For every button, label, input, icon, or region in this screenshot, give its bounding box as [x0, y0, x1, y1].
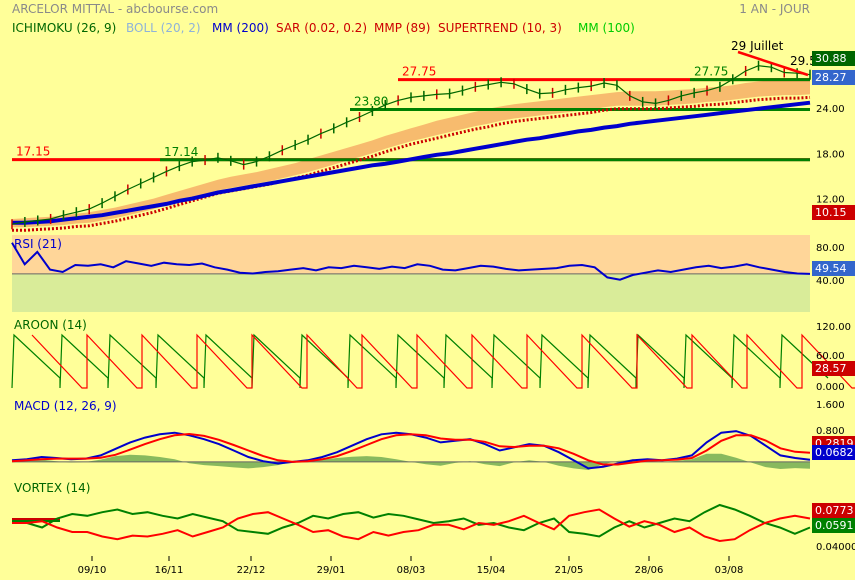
vortex-panel: VORTEX (14) 0.04000 0.0773 0.0591 — [12, 481, 855, 553]
macd-value-badge-bg — [812, 445, 855, 460]
vi-minus-line — [12, 508, 811, 543]
trend-line — [737, 50, 809, 77]
legend-item: MMP (89) — [374, 21, 430, 35]
level-label: 17.15 — [16, 145, 50, 159]
annotation-label: 29 Juillet — [731, 39, 784, 53]
rsi-value-badge-bg — [812, 261, 855, 276]
price-line — [11, 65, 811, 225]
macd-signal-line — [11, 432, 811, 466]
level-label: 27.75 — [402, 65, 436, 79]
annotation-value: 29.5 — [790, 54, 817, 68]
rsi-y-tick: 40.00 — [816, 276, 845, 287]
aroon-title: AROON (14) — [14, 318, 87, 332]
rsi-value-badge: 49.54 — [815, 262, 847, 275]
vortex-y-tick: 0.04000 — [816, 542, 855, 553]
price-y-tick: 18.00 — [816, 149, 845, 160]
rsi-line — [11, 242, 811, 281]
aroon-y-tick: 0.000 — [816, 382, 845, 393]
x-tick-label: 03/08 — [715, 565, 744, 576]
legend-item: MM (100) — [578, 21, 635, 35]
rsi-oversold-zone — [12, 273, 810, 312]
price-value-badge: 28.27 — [815, 71, 847, 84]
vi-plus-badge: 0.0591 — [815, 519, 854, 532]
x-tick-label: 22/12 — [237, 565, 266, 576]
vi-minus-badge-bg — [812, 503, 855, 518]
rsi-title: RSI (21) — [14, 237, 62, 251]
price-y-tick: 12.00 — [816, 195, 845, 206]
price-y-tick: 24.00 — [816, 104, 845, 115]
vi-plus-badge-bg — [812, 518, 855, 533]
level-label: 27.75 — [694, 65, 728, 79]
x-tick-label: 16/11 — [155, 565, 184, 576]
aroon-panel: AROON (14) 120.00 60.00 0.000 28.57 — [11, 318, 855, 393]
legend-item: MM (200) — [212, 21, 269, 35]
macd-y-tick: 0.800 — [816, 426, 845, 437]
indicator-legend: ICHIMOKU (26, 9) BOLL (20, 2) MM (200) SAR … — [12, 21, 635, 35]
vi-minus-badge: 0.0773 — [815, 504, 854, 517]
legend-item: ICHIMOKU (26, 9) — [12, 21, 116, 35]
aroon-value-badge: 28.57 — [815, 362, 847, 375]
aroon-y-tick: 120.00 — [816, 322, 851, 333]
mm200-line — [12, 100, 811, 225]
price-value-badge: 30.88 — [815, 52, 847, 65]
price-value-badge: 10.15 — [815, 206, 847, 219]
x-tick-label: 21/05 — [555, 565, 584, 576]
macd-y-tick: 1.600 — [816, 400, 845, 411]
aroon-value-badge-bg — [812, 361, 855, 376]
chart-period: 1 AN - JOUR — [739, 2, 810, 16]
price-value-badge-bg — [812, 70, 855, 85]
x-tick-label: 15/04 — [477, 565, 506, 576]
legend-item: BOLL (20, 2) — [126, 21, 201, 35]
aroon-up-line — [11, 333, 829, 389]
level-label: 23.80 — [354, 94, 388, 108]
level-label: 17.14 — [164, 145, 198, 159]
x-tick-label: 28/06 — [635, 565, 664, 576]
legend-item: SAR (0.02, 0.2) — [276, 21, 367, 35]
macd-title: MACD (12, 26, 9) — [14, 399, 117, 413]
vi-plus-line — [12, 503, 811, 538]
rsi-overbought-zone — [12, 235, 810, 274]
rsi-y-tick: 80.00 — [816, 243, 845, 254]
macd-value-badge: 0.0682 — [815, 446, 854, 459]
chart-title: ARCELOR MITTAL - abcbourse.com — [12, 2, 218, 16]
x-tick-label: 08/03 — [397, 565, 426, 576]
x-tick-label: 29/01 — [317, 565, 346, 576]
ichimoku-cloud — [12, 77, 810, 228]
vortex-title: VORTEX (14) — [14, 481, 91, 495]
price-value-badge-bg — [812, 205, 855, 220]
aroon-y-tick: 60.00 — [816, 351, 845, 362]
legend-item: SUPERTREND (10, 3) — [438, 21, 562, 35]
supertrend-line — [12, 95, 811, 232]
x-tick-label: 09/10 — [78, 565, 107, 576]
aroon-down-line — [31, 333, 855, 389]
x-axis: 09/10 16/11 22/12 29/01 08/03 15/04 21/05 28/06… — [78, 556, 744, 576]
price-value-badge-bg — [812, 51, 855, 66]
